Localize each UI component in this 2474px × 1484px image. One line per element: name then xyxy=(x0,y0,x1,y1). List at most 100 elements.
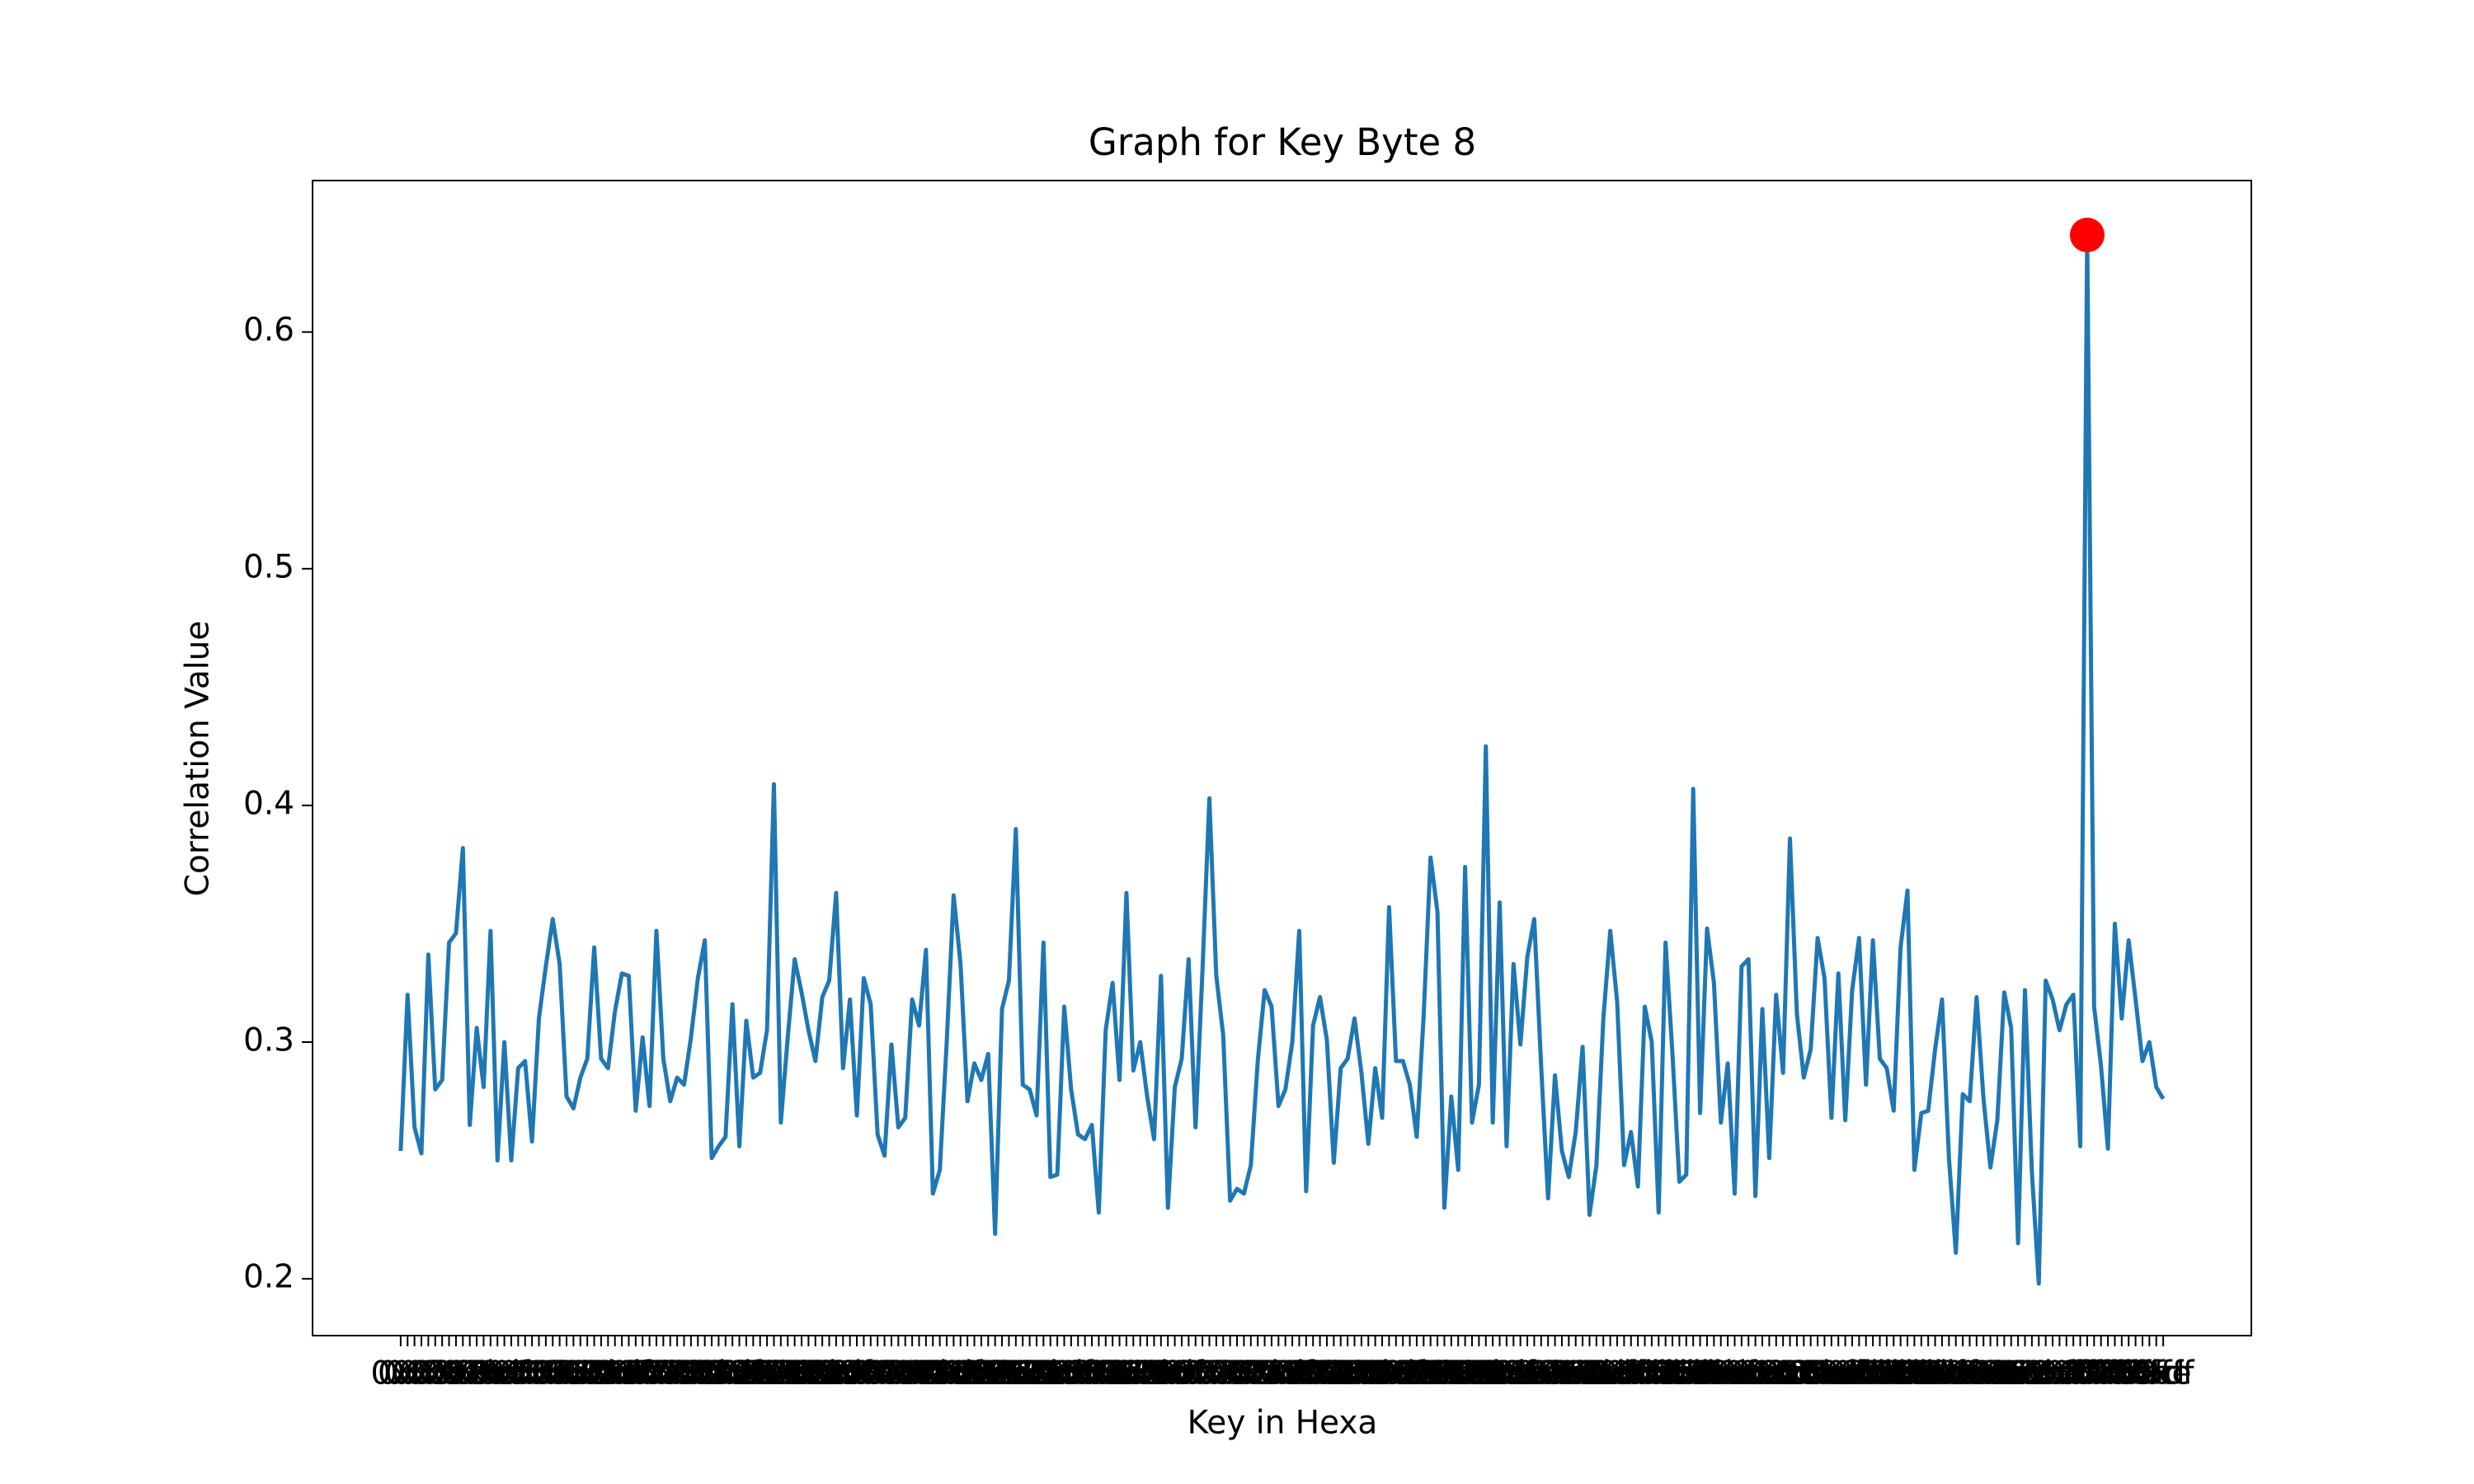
x-tick-label: 0xcb xyxy=(1766,1355,1842,1392)
x-tick-label: 0x71 xyxy=(1141,1355,1222,1392)
x-tick-label: 0x5b xyxy=(990,1355,1070,1392)
x-tick-label: 0x52 xyxy=(927,1355,1008,1392)
x-tick-label: 0xc6 xyxy=(1731,1355,1808,1392)
x-tick-label: 0x6d xyxy=(1114,1355,1194,1392)
x-tick-label: 0x9 xyxy=(433,1355,493,1392)
x-tick-label: 0xbf xyxy=(1686,1355,1758,1392)
x-tick-label: 0xe4 xyxy=(1937,1355,2016,1392)
x-tick-label: 0x59 xyxy=(976,1355,1056,1392)
x-tick-label: 0x19 xyxy=(534,1355,614,1392)
x-tick-label: 0x73 xyxy=(1155,1355,1236,1392)
x-tick-label: 0x5 xyxy=(405,1355,465,1392)
x-tick-label: 0xc9 xyxy=(1752,1355,1828,1392)
x-tick-label: 0x25 xyxy=(616,1355,697,1392)
x-tick-label: 0x9e xyxy=(1453,1355,1533,1392)
x-tick-label: 0x4b xyxy=(879,1355,959,1392)
x-tick-label: 0x7c xyxy=(1219,1355,1296,1392)
x-tick-label: 0x50 xyxy=(914,1355,995,1392)
x-tick-label: 0x6c xyxy=(1108,1355,1186,1392)
x-tick-label: 0x84 xyxy=(1272,1355,1353,1392)
x-tick-label: 0xa3 xyxy=(1488,1355,1568,1392)
x-tick-label: 0x87 xyxy=(1294,1355,1375,1392)
x-tick-label: 0x82 xyxy=(1259,1355,1340,1392)
x-tick-label: 0xf0 xyxy=(2024,1355,2095,1392)
x-tick-label: 0x78 xyxy=(1190,1355,1271,1392)
x-tick-label: 0x6e xyxy=(1121,1355,1201,1392)
x-tick-label: 0x2c xyxy=(666,1355,744,1392)
x-tick-label: 0x5e xyxy=(1010,1355,1090,1392)
x-tick-label: 0x93 xyxy=(1376,1355,1457,1392)
x-tick-label: 0x5c xyxy=(998,1355,1075,1392)
x-tick-label: 0x4f xyxy=(911,1355,984,1392)
x-tick-label: 0x91 xyxy=(1362,1355,1443,1392)
x-tick-label: 0x21 xyxy=(589,1355,670,1392)
x-tick-label: 0x2a xyxy=(651,1355,731,1392)
x-tick-label: 0xd0 xyxy=(1798,1355,1878,1392)
data-line xyxy=(398,232,2166,1286)
x-tick-label: 0x55 xyxy=(948,1355,1029,1392)
x-tick-label: 0xdf xyxy=(1907,1355,1979,1392)
x-tick-label: 0x6b xyxy=(1100,1355,1180,1392)
x-tick-label: 0x81 xyxy=(1252,1355,1333,1392)
x-tick-label: 0x1a xyxy=(540,1355,620,1392)
x-tick-label: 0x30 xyxy=(692,1355,773,1392)
x-tick-label: 0x44 xyxy=(830,1355,911,1392)
x-tick-label: 0xe8 xyxy=(1965,1355,2044,1392)
x-tick-label: 0x46 xyxy=(844,1355,925,1392)
x-tick-label: 0xc2 xyxy=(1703,1355,1780,1392)
x-tick-label: 0x68 xyxy=(1079,1355,1160,1392)
x-tick-label: 0x75 xyxy=(1169,1355,1250,1392)
max-marker xyxy=(2069,218,2105,253)
x-tick-label: 0xc4 xyxy=(1717,1355,1794,1392)
x-tick-label: 0xb xyxy=(447,1355,507,1392)
x-tick-label: 0xfb xyxy=(2100,1355,2171,1392)
x-tick-label: 0xce xyxy=(1786,1355,1863,1392)
x-tick-label: 0x90 xyxy=(1356,1355,1437,1392)
x-tick-label: 0x3f xyxy=(801,1355,873,1392)
x-tick-label: 0x88 xyxy=(1300,1355,1381,1392)
x-tick-label: 0xc xyxy=(455,1355,512,1392)
x-tick-label: 0xbe xyxy=(1674,1355,1754,1392)
x-tick-label: 0xdd xyxy=(1888,1355,1968,1392)
plot-frame xyxy=(312,180,2252,1336)
x-tick-label: 0x9c xyxy=(1440,1355,1517,1392)
x-tick-label: 0xcf xyxy=(1798,1355,1867,1392)
x-tick-label: 0x49 xyxy=(865,1355,946,1392)
x-tick-label: 0x3 xyxy=(392,1355,452,1392)
x-tick-label: 0x77 xyxy=(1183,1355,1263,1392)
x-tick-label: 0x80 xyxy=(1245,1355,1326,1392)
x-tick-label: 0x6a xyxy=(1094,1355,1174,1392)
x-tick-label: 0xb1 xyxy=(1584,1355,1664,1392)
x-tick-label: 0xe9 xyxy=(1972,1355,2051,1392)
x-tick-label: 0x8d xyxy=(1335,1355,1415,1392)
x-tick-label: 0xe2 xyxy=(1923,1355,2002,1392)
x-tick-label: 0x4 xyxy=(398,1355,459,1392)
x-tick-label: 0x58 xyxy=(969,1355,1050,1392)
x-tick-label: 0x1c xyxy=(555,1355,633,1392)
x-tick-label: 0x1e xyxy=(568,1355,648,1392)
x-tick-label: 0x64 xyxy=(1051,1355,1132,1392)
x-tick-label: 0x54 xyxy=(941,1355,1022,1392)
x-tick-label: 0x38 xyxy=(747,1355,828,1392)
x-tick-label: 0x7 xyxy=(419,1355,479,1392)
x-tick-label: 0x66 xyxy=(1065,1355,1146,1392)
x-tick-label: 0xec xyxy=(1994,1355,2070,1392)
x-tick-label: 0xfc xyxy=(2108,1355,2176,1392)
x-tick-label: 0xb2 xyxy=(1591,1355,1671,1392)
x-tick-label: 0xef xyxy=(2018,1355,2089,1392)
y-tick-label: 0.4 xyxy=(243,785,294,822)
x-tick-label: 0x9d xyxy=(1446,1355,1526,1392)
x-tick-label: 0x99 xyxy=(1418,1355,1498,1392)
x-tick-label: 0x3a xyxy=(762,1355,842,1392)
x-tick-label: 0x9b xyxy=(1432,1355,1512,1392)
x-tick-label: 0xd3 xyxy=(1819,1355,1899,1392)
x-tick-label: 0x20 xyxy=(581,1355,662,1392)
x-tick-label: 0xe7 xyxy=(1958,1355,2037,1392)
x-tick-label: 0xbd xyxy=(1667,1355,1747,1392)
x-tick-label: 0x31 xyxy=(699,1355,780,1392)
x-tick-label: 0xae xyxy=(1564,1355,1643,1392)
x-tick-label: 0x27 xyxy=(630,1355,711,1392)
x-tick-label: 0xf9 xyxy=(2086,1355,2157,1392)
x-tick-label: 0xca xyxy=(1759,1355,1836,1392)
